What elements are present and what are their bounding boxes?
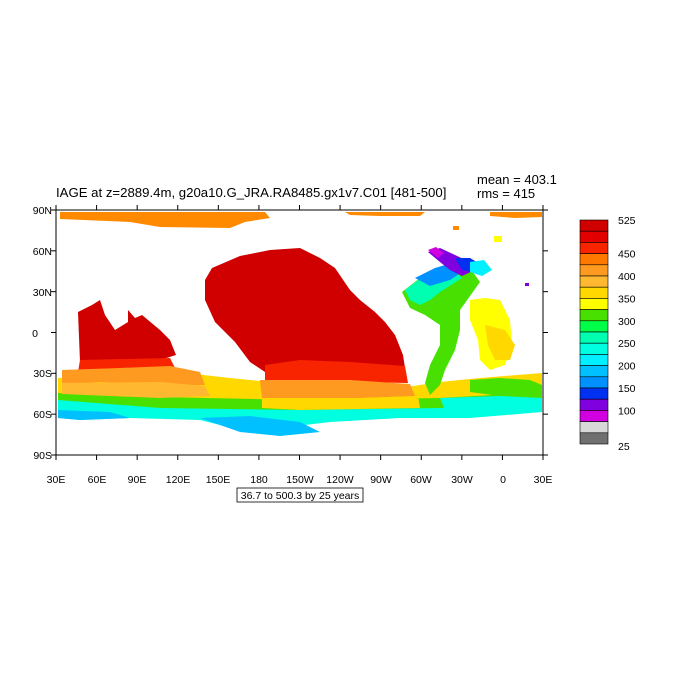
lon-label: 30E — [534, 474, 553, 486]
colorbar-swatch — [579, 398, 609, 411]
lat-label: 90S — [33, 450, 52, 462]
southern-ocean-cyan-band — [58, 400, 542, 430]
contour-info-frame — [236, 487, 364, 503]
map-panel — [51, 205, 548, 460]
colorbar-label: 525 — [618, 215, 636, 227]
colorbar-swatch — [579, 376, 609, 389]
arctic-ocean-region — [60, 212, 270, 228]
colorbar-label: 25 — [618, 441, 630, 453]
lon-label: 180 — [250, 474, 268, 486]
colorbar-swatch — [579, 365, 609, 378]
nordic-seas-magenta — [428, 247, 444, 258]
lat-label: 60S — [33, 409, 52, 421]
contour-info-box: 36.7 to 500.3 by 25 years — [236, 487, 364, 503]
atlantic-south-green — [470, 378, 542, 396]
mean-stat: mean = 403.1 — [477, 172, 557, 187]
antarctic-margin-deep-cyan — [200, 416, 320, 436]
lon-label: 0 — [500, 474, 506, 486]
lon-label: 150E — [206, 474, 231, 486]
colorbar-label: 350 — [618, 293, 636, 305]
lat-label: 30S — [33, 368, 52, 380]
colorbar-swatch — [579, 298, 609, 310]
colorbar-swatch — [579, 342, 609, 355]
map-title: IAGE at z=2889.4m, g20a10.G_JRA.RA8485.g… — [56, 185, 446, 200]
lon-label: 150W — [286, 474, 314, 486]
atlantic-eastern-basin-light-orange — [485, 325, 515, 360]
indian-ocean-red — [78, 300, 176, 362]
colorbar-swatch — [579, 219, 609, 232]
colorbar-labels: 525 450 400 350 300 250 200 150 100 25 — [618, 215, 636, 453]
lon-label: 30E — [47, 474, 66, 486]
nordic-seas-cyan — [470, 260, 492, 276]
lat-label: 60N — [33, 246, 52, 258]
atlantic-south-cyan — [440, 396, 542, 410]
colorbar-swatch — [579, 432, 609, 445]
indian-ocean-orange — [62, 366, 205, 385]
colorbar-swatch — [579, 309, 609, 322]
pacific-ocean-orange — [260, 380, 415, 400]
antarctic-margin-deep-cyan-west — [58, 410, 130, 420]
colorbar-label: 150 — [618, 383, 636, 395]
colorbar-label: 300 — [618, 316, 636, 328]
lon-label: 90E — [128, 474, 147, 486]
colorbar-swatch — [579, 331, 609, 344]
colorbar-swatch — [579, 320, 609, 333]
pacific-ocean-orange-red — [265, 360, 408, 383]
colorbar-swatch — [579, 410, 609, 422]
colorbar-label: 200 — [618, 361, 636, 373]
colorbar-swatch — [579, 253, 609, 266]
longitude-tick-marks — [55, 205, 544, 460]
lon-label: 30W — [451, 474, 473, 486]
colorbar-swatch — [579, 387, 609, 400]
colorbar-label: 250 — [618, 338, 636, 350]
rms-stat: rms = 415 — [477, 186, 535, 201]
colorbar-swatch — [579, 275, 609, 288]
lon-label: 90W — [370, 474, 392, 486]
lat-label: 0 — [32, 328, 38, 340]
lon-label: 60E — [88, 474, 107, 486]
arctic-ocean-region-far-east — [490, 212, 542, 218]
isolated-purple-point — [525, 283, 529, 286]
lon-label: 120E — [166, 474, 191, 486]
contour-info-text: 36.7 to 500.3 by 25 years — [241, 490, 360, 502]
colorbar-swatch — [579, 264, 609, 277]
colorbar-label: 100 — [618, 405, 636, 417]
latitude-tick-marks — [51, 209, 548, 456]
colorbar-swatch — [579, 286, 609, 299]
colorbar-swatch — [579, 242, 609, 254]
arctic-fragment — [453, 226, 459, 230]
colorbar-swatch — [579, 421, 609, 434]
longitude-labels: 30E 60E 90E 120E 150E 180 150W 120W 90W … — [47, 474, 553, 486]
lat-label: 90N — [33, 205, 52, 217]
colorbar-label: 400 — [618, 271, 636, 283]
colorbar-swatch — [579, 354, 609, 366]
colorbar — [579, 219, 609, 445]
pacific-ocean-red — [205, 248, 405, 372]
latitude-labels: 90N 60N 30N 0 30S 60S 90S — [32, 205, 52, 462]
arctic-fragment-yellow — [494, 236, 502, 242]
colorbar-label: 450 — [618, 249, 636, 261]
pacific-ocean-yellow — [262, 396, 420, 410]
lat-label: 30N — [33, 287, 52, 299]
arctic-ocean-region-east — [345, 212, 425, 216]
colorbar-swatch — [579, 230, 609, 243]
indian-ocean-light-orange — [62, 382, 210, 398]
lon-label: 120W — [326, 474, 354, 486]
lon-label: 60W — [410, 474, 432, 486]
